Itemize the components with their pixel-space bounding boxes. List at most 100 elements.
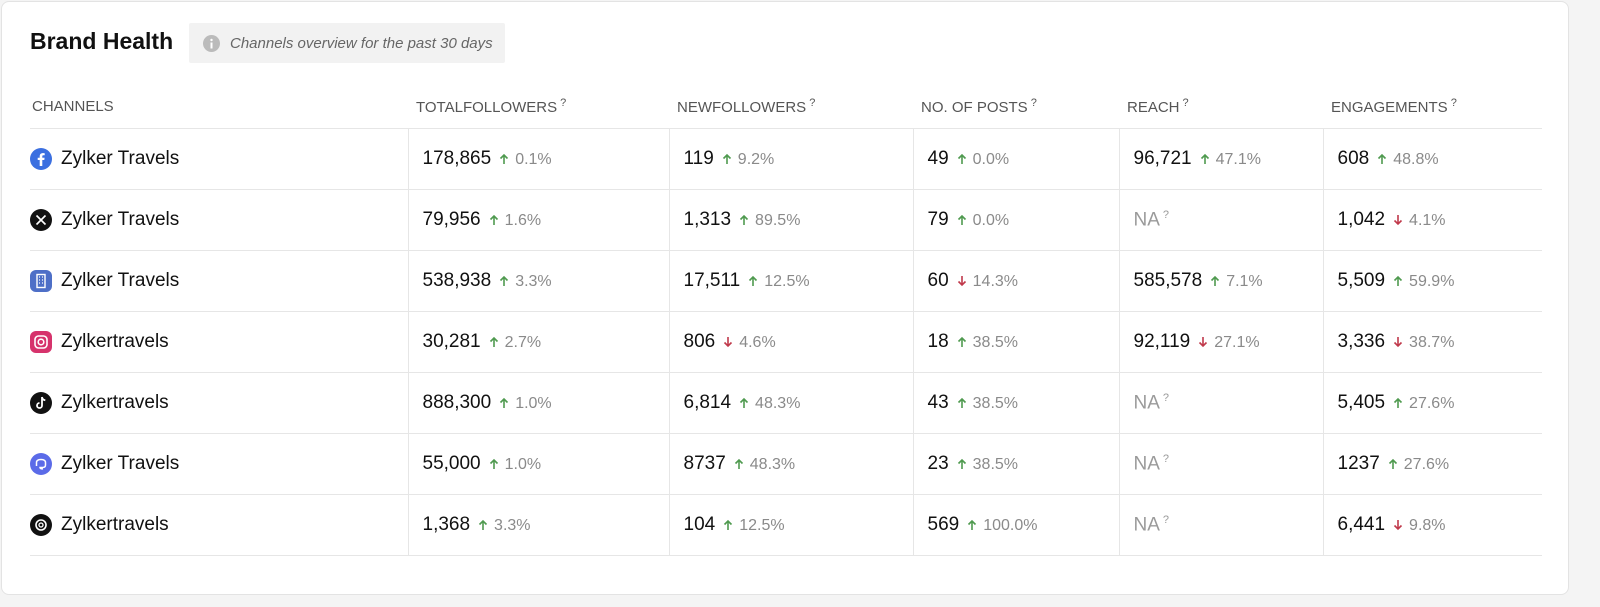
metric-value: 104 — [683, 514, 716, 535]
metric-value: 119 — [683, 148, 714, 169]
metric-change: 0.0% — [957, 212, 1009, 229]
channel: Zylker Travels — [30, 453, 408, 475]
metric-change: 48.8% — [1377, 151, 1439, 168]
metric-change: 27.6% — [1388, 456, 1449, 473]
metric-cell: 1,042 4.1% — [1322, 189, 1542, 251]
metric-change: 100.0% — [967, 517, 1037, 534]
metric-change: 9.8% — [1393, 517, 1446, 534]
trend-arrow — [957, 153, 966, 164]
trend-arrow — [968, 519, 977, 530]
note-text: Channels overview for the past 30 days — [230, 34, 493, 52]
metric-change: 1.0% — [489, 456, 541, 473]
channel: Zylker Travels — [30, 270, 408, 292]
metric-cell: 806 4.6% — [668, 311, 913, 373]
metric-cell: 178,865 0.1% — [407, 128, 669, 190]
metric-change: 48.3% — [734, 456, 795, 473]
metric-value: 17,511 — [683, 270, 741, 291]
metric-cell: 5,405 27.6% — [1322, 372, 1542, 434]
change-text: 3.3% — [494, 517, 531, 534]
metric-cell: NA? — [1118, 372, 1323, 434]
change-text: 1.0% — [504, 456, 542, 473]
channel-cell: Zylkertravels — [30, 311, 408, 373]
metric-cell: 79,956 1.6% — [407, 189, 669, 251]
metric-cell: 43 38.5% — [912, 372, 1119, 434]
trend-arrow — [489, 336, 498, 347]
metric-value: 1237 — [1337, 453, 1380, 474]
metric-value: 585,578 — [1133, 270, 1203, 291]
network-icon — [30, 148, 52, 170]
metric-cell: 888,300 1.0% — [407, 372, 669, 434]
trend-arrow — [1388, 458, 1397, 469]
trend-arrow — [724, 337, 733, 348]
trend-arrow — [500, 153, 509, 164]
metric-cell: 119 9.2% — [668, 128, 913, 190]
change-text: 0.0% — [972, 212, 1010, 229]
column-header: NO. OF POSTS? — [913, 84, 1119, 129]
metric-value: 8737 — [683, 453, 726, 474]
metric-cell: 1,313 89.5% — [668, 189, 913, 251]
channel-row: Zylker Travels 538,938 3.3% 17,511 12.5% 60 14… — [30, 250, 1542, 312]
metric-cell: 17,511 12.5% — [668, 250, 913, 312]
column-header-text: NEWFOLLOWERS — [677, 98, 807, 116]
metric-value: 5,405 — [1337, 392, 1386, 413]
metric-value: 1,368 — [422, 514, 471, 535]
help-mark: ? — [809, 96, 816, 109]
change-text: 38.5% — [972, 456, 1019, 473]
metric-value: 608 — [1337, 148, 1370, 169]
column-header: TOTALFOLLOWERS? — [408, 84, 669, 129]
change-text: 3.3% — [515, 273, 552, 290]
metric-cell: 3,336 38.7% — [1322, 311, 1542, 373]
channel-row: Zylkertravels 888,300 1.0% 6,814 48.3% 43 38.5… — [30, 372, 1542, 434]
trend-arrow — [1211, 275, 1220, 286]
metric-value: 92,119 — [1133, 331, 1191, 352]
metric-change: 38.7% — [1393, 334, 1454, 351]
change-text: 38.5% — [972, 334, 1019, 351]
metric-cell: 96,721 47.1% — [1118, 128, 1323, 190]
trend-arrow — [957, 458, 966, 469]
metric-change: 27.1% — [1198, 334, 1260, 351]
channel-name: Zylkertravels — [61, 331, 169, 352]
info-icon — [203, 34, 220, 52]
metric-value: 3,336 — [1337, 331, 1386, 352]
column-header: ENGAGEMENTS? — [1323, 84, 1542, 129]
change-text: 27.6% — [1409, 395, 1455, 412]
metric-change: 3.3% — [478, 517, 531, 534]
metric-change: 48.3% — [739, 395, 800, 412]
network-icon — [30, 514, 52, 536]
metric-change: 12.5% — [748, 273, 810, 290]
help-mark: ? — [1182, 96, 1189, 109]
trend-arrow — [739, 397, 749, 408]
trend-arrow — [724, 519, 733, 530]
metric-cell: 6,814 48.3% — [668, 372, 913, 434]
channel-cell: Zylker Travels — [30, 250, 408, 312]
change-text: 48.3% — [749, 456, 796, 473]
metric-change: 0.1% — [499, 151, 552, 168]
metric-value: 30,281 — [422, 331, 481, 352]
change-text: 2.7% — [504, 334, 542, 351]
help-mark: ? — [1162, 391, 1170, 404]
header-row: CHANNELS TOTALFOLLOWERS? NEWFOLLOWERS? NO. … — [30, 84, 1542, 129]
change-text: 1.0% — [515, 395, 552, 412]
channel-cell: Zylker Travels — [30, 189, 408, 251]
metric-change: 4.6% — [723, 334, 776, 351]
help-mark: ? — [1162, 452, 1170, 465]
channel-row: Zylker Travels 178,865 0.1% 119 9.2% 49 0.0% 96… — [30, 128, 1542, 190]
change-text: 12.5% — [739, 517, 785, 534]
metric-value: 23 — [927, 453, 949, 474]
title: Brand Health — [30, 28, 174, 54]
metric-value: 5,509 — [1337, 270, 1386, 291]
metric-change: 38.5% — [957, 334, 1018, 351]
trend-arrow — [1378, 153, 1387, 164]
trend-arrow — [957, 336, 966, 347]
change-text: 48.8% — [1393, 151, 1439, 168]
help-mark: ? — [1162, 208, 1170, 221]
metric-cell: NA? — [1118, 189, 1323, 251]
channel: Zylker Travels — [30, 148, 408, 170]
metric-cell: 92,119 27.1% — [1118, 311, 1323, 373]
metric-value: 18 — [927, 331, 949, 352]
network-icon — [30, 453, 52, 475]
channel-name: Zylker Travels — [61, 148, 180, 169]
channel-name: Zylkertravels — [61, 514, 169, 535]
metric-cell: 49 0.0% — [912, 128, 1119, 190]
metric-value: 60 — [927, 270, 949, 291]
